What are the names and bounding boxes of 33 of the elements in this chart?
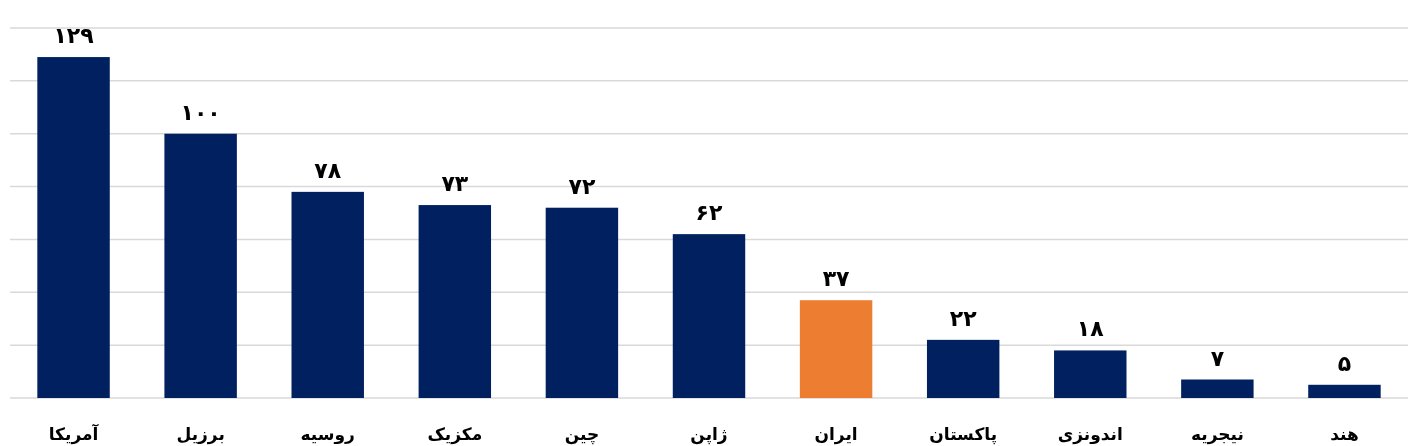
x-tick-label: چین [564,424,600,445]
data-label: ۲۲ [949,305,978,331]
bar [672,234,746,398]
bar [291,191,364,398]
bar [37,57,110,398]
bar [418,205,492,398]
data-label: ۷۲ [568,173,596,199]
bar [164,133,237,398]
data-label: ۶۲ [695,200,723,226]
x-tick-label: اندونزی [1057,424,1123,445]
x-tick-label: برزیل [176,424,225,445]
bar [545,207,619,398]
bar [1181,379,1254,398]
x-tick-label: پاکستان [929,424,998,445]
x-tick-label: آمریکا [48,423,100,445]
data-label: ۷۸ [314,157,342,183]
x-tick-label: مکزیک [427,424,483,445]
bar [1308,384,1381,398]
data-label: ۱۰۰ [180,99,221,125]
x-tick-label: روسیه [300,424,355,445]
data-label: ۱۸ [1076,316,1105,342]
x-tick-label: نیجریه [1190,424,1244,445]
bar [799,300,873,398]
bar [1054,350,1127,398]
bar [926,339,1000,398]
data-label: ۳۷ [822,266,851,292]
x-tick-label: ژاپن [690,424,728,445]
x-tick-label: هند [1330,424,1359,444]
data-label: ۷ [1210,345,1225,371]
data-label: ۱۲۹ [53,23,94,49]
data-label: ۷۳ [441,171,469,197]
x-tick-label: ایران [814,424,858,445]
data-label: ۵ [1337,350,1352,376]
